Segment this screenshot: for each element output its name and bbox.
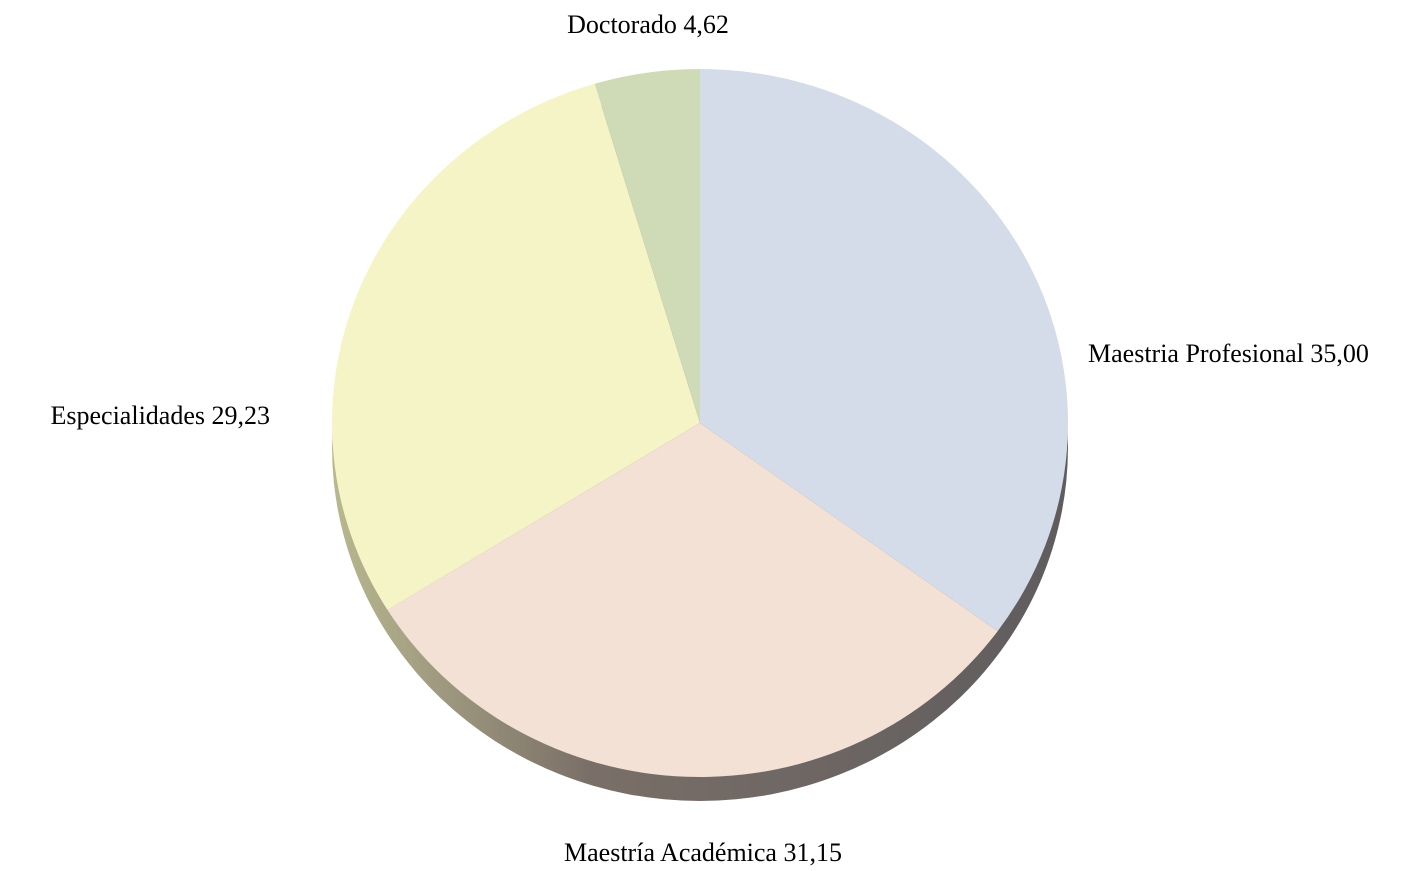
slice-label: Maestria Profesional 35,00	[1088, 339, 1369, 368]
value-label: 29,23	[212, 401, 271, 430]
slice-label: Doctorado 4,62	[567, 10, 729, 39]
pie-slice	[332, 83, 700, 610]
category-name: Especialidades	[51, 401, 206, 430]
pie-slice	[700, 69, 1068, 632]
value-label: 4,62	[683, 10, 729, 39]
value-label: 31,15	[783, 838, 842, 867]
value-label: 35,00	[1310, 339, 1369, 368]
category-name: Doctorado	[567, 10, 677, 39]
category-name: Maestria Profesional	[1088, 339, 1304, 368]
slice-label: Especialidades 29,23	[51, 401, 271, 430]
category-name: Maestría Académica	[564, 838, 777, 867]
pie-slice	[594, 69, 700, 423]
pie-slice	[387, 423, 998, 777]
slice-label: Maestría Académica 31,15	[564, 838, 842, 867]
